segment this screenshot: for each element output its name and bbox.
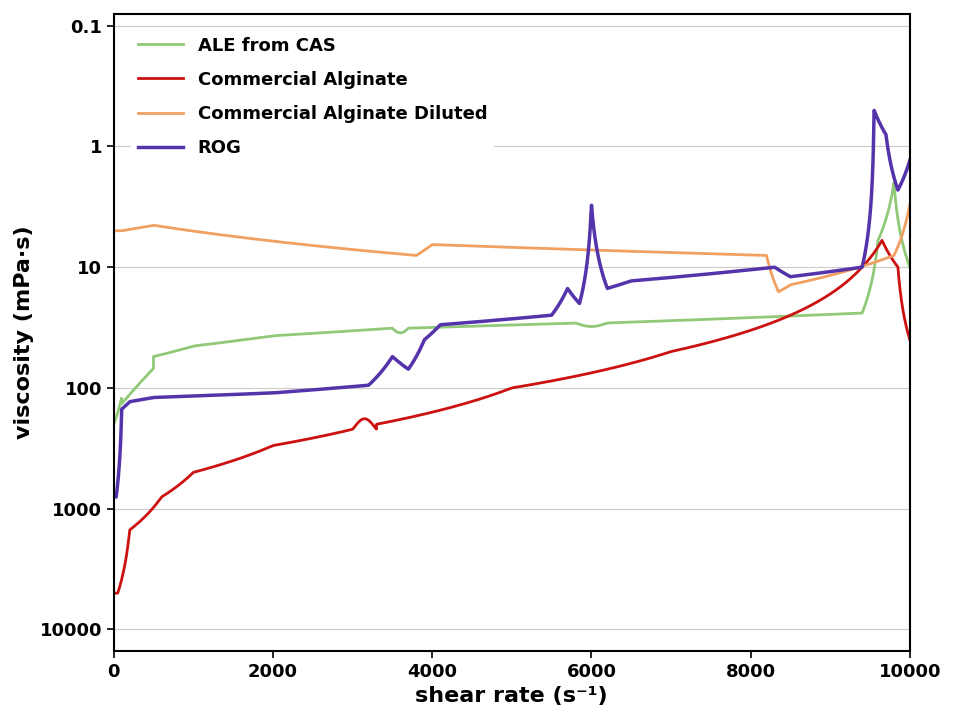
Commercial Alginate Diluted — [108, 227, 119, 235]
Line: Commercial Alginate Diluted: Commercial Alginate Diluted — [114, 204, 910, 292]
ROG — [762, 264, 774, 272]
Commercial Alginate Diluted — [585, 246, 597, 254]
ALE from CAS — [762, 312, 774, 321]
ROG — [585, 205, 597, 214]
ALE from CAS — [585, 322, 597, 330]
Commercial Alginate — [762, 320, 774, 328]
Commercial Alginate Diluted — [773, 287, 784, 296]
ALE from CAS — [904, 263, 916, 271]
Commercial Alginate — [877, 236, 888, 245]
Commercial Alginate Diluted — [413, 250, 424, 258]
ROG — [253, 390, 265, 398]
Commercial Alginate — [108, 589, 119, 598]
ROG — [904, 156, 916, 164]
ALE from CAS — [108, 420, 119, 428]
ALE from CAS — [888, 179, 900, 187]
Commercial Alginate — [253, 447, 265, 456]
ROG — [626, 276, 637, 285]
Commercial Alginate — [702, 338, 713, 347]
ROG — [868, 106, 880, 114]
Commercial Alginate Diluted — [702, 249, 713, 258]
Commercial Alginate Diluted — [253, 235, 265, 244]
Commercial Alginate Diluted — [626, 247, 637, 256]
Line: Commercial Alginate: Commercial Alginate — [114, 240, 910, 593]
Line: ALE from CAS: ALE from CAS — [114, 183, 910, 424]
Legend: ALE from CAS, Commercial Alginate, Commercial Alginate Diluted, ROG: ALE from CAS, Commercial Alginate, Comme… — [131, 30, 495, 164]
X-axis label: shear rate (s⁻¹): shear rate (s⁻¹) — [415, 686, 608, 706]
ROG — [413, 349, 424, 358]
ALE from CAS — [702, 315, 713, 323]
Commercial Alginate Diluted — [904, 199, 916, 208]
Commercial Alginate — [413, 411, 424, 420]
ALE from CAS — [413, 323, 424, 332]
ALE from CAS — [253, 333, 265, 342]
ROG — [108, 492, 119, 501]
ROG — [702, 270, 713, 279]
Commercial Alginate — [904, 336, 916, 344]
Commercial Alginate — [626, 359, 637, 367]
Y-axis label: viscosity (mPa·s): viscosity (mPa·s) — [14, 225, 33, 439]
Commercial Alginate — [585, 369, 597, 377]
ALE from CAS — [626, 318, 637, 326]
Line: ROG: ROG — [114, 110, 910, 497]
Commercial Alginate Diluted — [762, 258, 774, 267]
